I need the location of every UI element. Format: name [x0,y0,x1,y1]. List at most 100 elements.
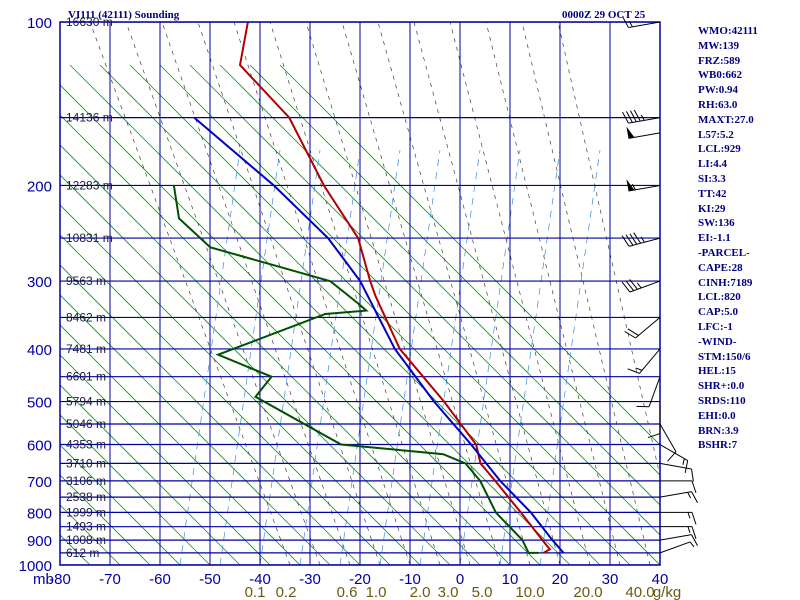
index-line: MAXT:27.0 [698,113,754,126]
index-line: STM:150/6 [698,350,751,363]
moist-adiabat [377,22,531,565]
dry-adiabat [60,264,361,565]
mixing-ratio-line [259,149,321,565]
height-label: 4353 m [66,438,106,452]
temperature-tick-label: -50 [199,571,221,588]
temperature-tick-label: 40 [652,571,669,588]
wind-barb-half-feather [687,526,691,533]
wind-barb-feather [627,328,639,336]
moist-adiabat [521,22,651,565]
dry-adiabat [60,414,211,565]
wind-barb [621,232,661,247]
wind-barb-half-feather [635,367,643,371]
mixing-ratio-line [539,149,601,565]
dry-adiabat [0,65,30,565]
wind-barb-staff [648,376,661,407]
wind-barb [659,423,677,462]
pressure-tick-label: 700 [27,474,52,491]
index-line: EI:-1.1 [698,232,731,245]
height-label: 612 m [66,546,99,560]
wind-barb-staff [659,462,692,470]
pressure-tick-label: 800 [27,505,52,522]
station-title: VI111 (42111) Sounding [68,9,180,21]
wind-barb-flag [626,126,635,139]
height-label: 12283 m [66,178,113,192]
dewpoint-trace [172,185,539,554]
height-label: 2538 m [66,490,106,504]
height-label: 5046 m [66,417,106,431]
height-label: 9563 m [66,274,106,288]
dry-adiabat [189,64,660,536]
index-line: KI:29 [698,202,726,215]
wind-barb-feather [625,111,633,123]
mixing-ratio-line [499,149,561,565]
wind-barb-feather [691,534,698,546]
wind-barb-feather [629,279,638,290]
mixing-ratio-line [459,149,521,565]
wind-barb-feather [629,233,638,245]
temperature-tick-label: -70 [99,571,121,588]
indices-panel: WMO:42111 MW:139 FRZ:589 WB0:662 PW:0.94 RH:6… [698,24,800,453]
dry-adiabat [279,64,660,446]
wind-barb [621,279,661,293]
wind-barb-feather [621,235,630,247]
moist-adiabat [89,22,291,565]
wind-barb [660,480,697,494]
pressure-tick-label: 400 [27,342,52,359]
wind-barb-staff [659,423,677,452]
y-axis-unit-label: mb [33,571,54,588]
index-line: MW:139 [698,39,739,52]
plot-frame [59,21,661,566]
wind-barb-half-feather [640,236,645,243]
dry-adiabat [60,84,541,565]
mixing-ratio-label: 5.0 [472,584,493,600]
temperature-tick-label: -20 [349,571,371,588]
wind-barb-staff [659,534,692,541]
index-line: LCL:929 [698,143,741,156]
wind-barb-staff [628,184,661,192]
index-line: -PARCEL- [698,246,750,259]
height-label: 6601 m [66,370,106,384]
wind-barb-feather [625,280,635,291]
height-label: 10831 m [66,231,113,245]
wind-barb-half-feather [628,21,633,28]
wind-barb-staff [635,317,661,339]
wind-barb-half-feather [631,184,636,191]
dry-adiabat [60,234,391,565]
wind-barb-staff [629,280,661,293]
index-line: LCL:820 [698,291,741,304]
moist-adiabat [413,22,561,565]
wind-barb-staff [659,444,688,461]
dry-adiabat [60,474,151,565]
index-line: HEL:15 [698,365,736,378]
wind-barb-feather [624,330,636,339]
wind-barb-feather [691,512,697,525]
index-line: FRZ:589 [698,54,741,67]
index-line: EHI:0.0 [698,409,736,422]
dry-adiabat [60,204,421,565]
dry-adiabat [60,384,241,565]
height-label: 14136 m [66,111,113,125]
temperature-tick-label: 10 [502,571,519,588]
mixing-ratio-units: g/kg [653,584,681,600]
dry-adiabat [60,444,181,565]
index-line: -WIND- [698,335,737,348]
index-line: BRN:3.9 [698,424,739,437]
wind-barb-feather [627,368,640,374]
wind-barb [622,16,661,29]
index-line: SI:3.3 [698,172,726,185]
temperature-tick-label: -10 [399,571,421,588]
mixing-ratio-label: 1.0 [366,584,387,600]
index-line: LFC:-1 [698,320,733,333]
temperature-trace [238,22,552,554]
wind-barb-flag [626,179,635,192]
height-label: 1999 m [66,505,106,519]
moist-adiabat [161,22,351,565]
height-label: 3710 m [66,456,106,470]
wind-barb-half-feather [687,492,692,499]
moist-adiabat [485,22,621,565]
wind-barb-feather [691,468,694,482]
index-line: RH:63.0 [698,98,738,111]
